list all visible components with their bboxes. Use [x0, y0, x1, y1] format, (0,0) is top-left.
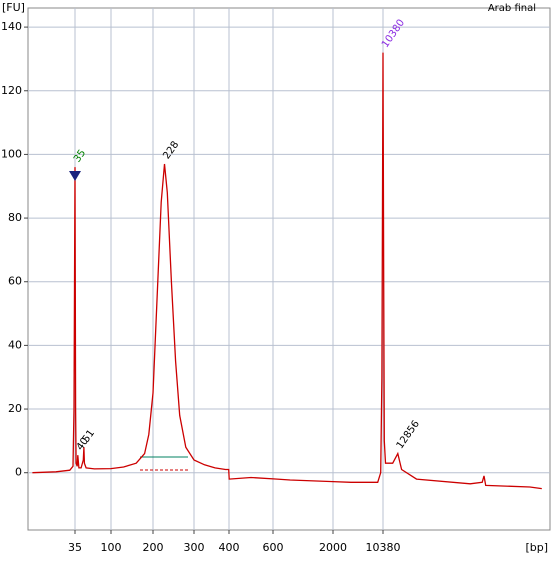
plot-area — [27, 7, 551, 531]
y-tick-label: 20 — [8, 402, 22, 415]
y-tick-label: 0 — [15, 466, 22, 479]
x-tick-label: 100 — [101, 541, 122, 554]
y-tick-label: 120 — [1, 84, 22, 97]
y-axis-label: [FU] — [2, 1, 25, 14]
y-tick-label: 140 — [1, 20, 22, 33]
x-tick-label: 35 — [68, 541, 82, 554]
trace-layer — [32, 52, 542, 490]
x-tick-label: 200 — [143, 541, 164, 554]
y-tick-label: 80 — [8, 211, 22, 224]
x-tick-label: 600 — [263, 541, 284, 554]
grid — [28, 8, 550, 530]
y-tick-label: 60 — [8, 275, 22, 288]
x-tick-label: 400 — [219, 541, 240, 554]
x-tick-label: 300 — [184, 541, 205, 554]
marker-triangle — [69, 171, 81, 181]
trace — [32, 52, 542, 490]
y-tick-label: 40 — [8, 338, 22, 351]
y-tick-label: 100 — [1, 147, 22, 160]
x-tick-label: 10380 — [366, 541, 401, 554]
x-axis-label: [bp] — [525, 541, 548, 554]
chart-title: Arab final — [488, 3, 536, 14]
x-tick-label: 2000 — [319, 541, 347, 554]
